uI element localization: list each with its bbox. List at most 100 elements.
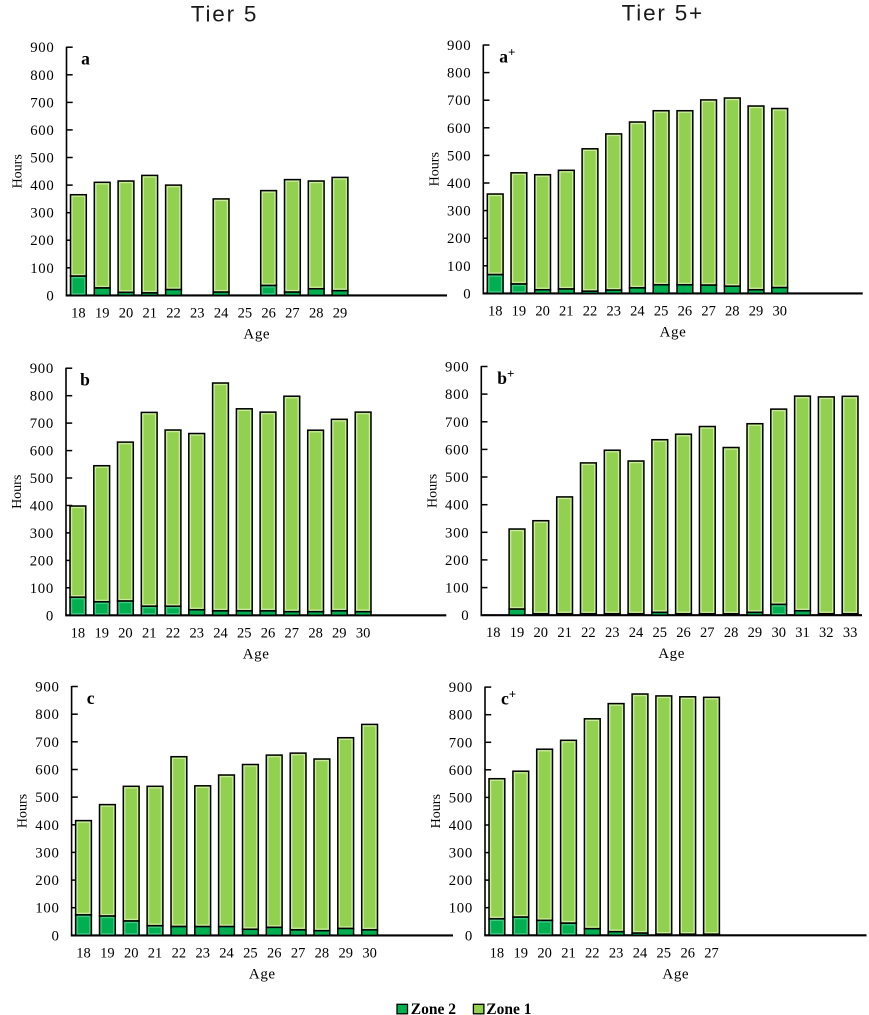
svg-text:23: 23 [609,945,624,961]
svg-text:a: a [81,49,90,69]
svg-text:19: 19 [94,625,109,641]
svg-text:24: 24 [213,625,228,641]
svg-text:300: 300 [35,845,59,861]
svg-text:25: 25 [237,625,252,641]
svg-text:200: 200 [30,233,54,249]
svg-text:18: 18 [490,945,505,961]
svg-text:800: 800 [30,68,54,84]
svg-text:100: 100 [30,581,54,597]
svg-text:20: 20 [119,305,134,321]
svg-text:400: 400 [445,498,469,514]
svg-text:26: 26 [678,303,693,319]
svg-text:19: 19 [514,945,529,961]
svg-text:28: 28 [308,625,323,641]
svg-text:900: 900 [30,40,54,56]
svg-text:700: 700 [30,95,54,111]
svg-text:23: 23 [195,945,210,961]
svg-text:29: 29 [338,945,353,961]
svg-text:26: 26 [261,305,276,321]
svg-text:700: 700 [449,735,473,751]
svg-text:22: 22 [583,303,598,319]
svg-text:300: 300 [447,204,471,220]
svg-text:29: 29 [748,625,763,641]
svg-text:0: 0 [46,288,54,304]
svg-text:25: 25 [657,945,672,961]
svg-text:22: 22 [166,305,181,321]
svg-text:400: 400 [30,178,54,194]
svg-text:800: 800 [447,66,471,82]
svg-text:600: 600 [30,444,54,460]
svg-text:400: 400 [447,176,471,192]
svg-text:19: 19 [100,945,115,961]
svg-text:700: 700 [30,416,54,432]
svg-text:29: 29 [749,303,764,319]
svg-text:31: 31 [795,625,810,641]
svg-text:Zone 1: Zone 1 [486,1001,531,1015]
svg-text:200: 200 [445,553,469,569]
svg-text:32: 32 [819,625,834,641]
svg-text:300: 300 [30,206,54,222]
svg-text:23: 23 [189,625,204,641]
svg-text:500: 500 [445,470,469,486]
svg-text:28: 28 [724,625,739,641]
svg-text:27: 27 [285,625,300,641]
svg-text:27: 27 [701,303,716,319]
svg-text:Tier 5: Tier 5 [191,2,258,27]
svg-text:600: 600 [35,763,59,779]
svg-text:Age: Age [243,646,270,662]
svg-text:23: 23 [606,303,621,319]
svg-text:Zone 2: Zone 2 [411,1001,456,1015]
svg-text:24: 24 [633,945,648,961]
svg-text:800: 800 [445,387,469,403]
svg-text:26: 26 [261,625,276,641]
svg-text:24: 24 [214,305,229,321]
svg-text:26: 26 [267,945,282,961]
svg-text:200: 200 [449,873,473,889]
svg-text:400: 400 [30,499,54,515]
svg-text:200: 200 [30,553,54,569]
svg-text:c: c [87,688,95,708]
svg-text:25: 25 [238,305,253,321]
svg-text:600: 600 [445,442,469,458]
svg-text:30: 30 [362,945,377,961]
svg-text:500: 500 [447,148,471,164]
svg-text:22: 22 [166,625,181,641]
svg-text:18: 18 [76,945,91,961]
svg-text:100: 100 [447,259,471,275]
svg-text:100: 100 [30,261,54,277]
svg-text:100: 100 [449,901,473,917]
svg-text:26: 26 [676,625,691,641]
svg-text:500: 500 [449,790,473,806]
svg-text:21: 21 [557,625,572,641]
svg-text:900: 900 [447,38,471,54]
svg-text:24: 24 [630,303,645,319]
svg-text:900: 900 [30,361,54,377]
svg-text:800: 800 [30,389,54,405]
svg-text:27: 27 [700,625,715,641]
svg-text:400: 400 [449,818,473,834]
svg-text:27: 27 [704,945,719,961]
svg-text:600: 600 [447,121,471,137]
svg-text:30: 30 [771,625,786,641]
svg-text:Hours: Hours [429,794,444,828]
svg-text:0: 0 [46,608,54,624]
svg-text:100: 100 [445,581,469,597]
svg-text:400: 400 [35,818,59,834]
svg-text:900: 900 [449,680,473,696]
svg-text:25: 25 [243,945,258,961]
svg-text:23: 23 [605,625,620,641]
svg-text:28: 28 [309,305,324,321]
svg-text:300: 300 [445,525,469,541]
svg-text:29: 29 [332,625,347,641]
svg-text:700: 700 [445,415,469,431]
svg-text:18: 18 [71,305,86,321]
svg-text:600: 600 [30,123,54,139]
svg-text:Hours: Hours [11,154,26,188]
svg-text:800: 800 [449,708,473,724]
svg-text:27: 27 [285,305,300,321]
svg-text:25: 25 [654,303,669,319]
svg-text:24: 24 [219,945,234,961]
svg-text:0: 0 [465,928,473,944]
svg-text:b: b [80,370,90,390]
svg-text:22: 22 [172,945,187,961]
